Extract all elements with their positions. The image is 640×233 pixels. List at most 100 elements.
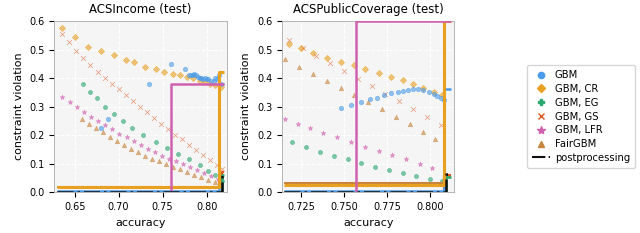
Point <box>168 165 179 169</box>
Point <box>422 116 432 119</box>
Point <box>120 93 131 97</box>
Point <box>408 82 418 86</box>
Point <box>57 32 67 36</box>
Point <box>296 46 306 50</box>
Point <box>372 96 382 100</box>
Point <box>346 140 356 144</box>
Point <box>157 154 167 158</box>
Point <box>392 90 403 94</box>
Point <box>377 108 387 111</box>
Point <box>83 45 93 48</box>
Point <box>140 154 150 158</box>
Point <box>148 116 159 120</box>
Point <box>71 49 81 53</box>
Point <box>79 110 90 114</box>
Point <box>204 178 214 182</box>
Point <box>185 165 195 169</box>
Point <box>356 161 367 165</box>
Point <box>77 118 87 121</box>
Y-axis label: constraint violation: constraint violation <box>13 53 24 160</box>
Point <box>186 73 196 77</box>
Point <box>379 93 389 97</box>
Point <box>57 95 67 99</box>
Point <box>311 54 321 58</box>
Point <box>198 153 208 157</box>
Point <box>198 78 208 81</box>
X-axis label: accuracy: accuracy <box>343 217 394 227</box>
Point <box>64 41 74 44</box>
Point <box>367 84 377 88</box>
Point <box>175 73 186 77</box>
Point <box>211 76 221 80</box>
Point <box>308 51 318 55</box>
Point <box>105 135 115 138</box>
Point <box>292 122 303 126</box>
Point <box>143 147 153 151</box>
Point <box>109 53 119 57</box>
Point <box>189 173 200 176</box>
X-axis label: accuracy: accuracy <box>115 217 166 227</box>
Point <box>204 78 214 81</box>
Point <box>200 76 210 80</box>
Point <box>429 92 439 96</box>
Point <box>287 140 298 144</box>
Point <box>168 72 179 76</box>
Point <box>373 71 383 75</box>
Point <box>127 99 138 103</box>
Point <box>173 152 184 156</box>
Point <box>356 100 367 104</box>
Point <box>408 88 418 91</box>
Point <box>138 133 148 137</box>
Point <box>435 96 445 100</box>
Point <box>218 168 228 171</box>
Point <box>200 80 210 84</box>
Point <box>191 73 201 77</box>
Point <box>150 140 161 144</box>
Point <box>178 162 188 166</box>
Point <box>390 115 401 118</box>
Point <box>384 168 394 172</box>
Point <box>332 136 342 139</box>
Point <box>419 130 429 134</box>
Point <box>360 67 370 71</box>
Point <box>218 179 228 183</box>
Point <box>202 78 212 81</box>
Point <box>191 148 201 152</box>
Point <box>164 157 174 160</box>
Point <box>404 122 415 126</box>
Point <box>305 126 315 130</box>
Point <box>177 137 187 141</box>
Point <box>284 38 294 41</box>
Point <box>118 119 128 123</box>
Point <box>122 136 132 139</box>
Point <box>429 90 439 94</box>
Point <box>163 128 173 131</box>
Point <box>430 137 440 141</box>
Point <box>206 79 216 83</box>
Point <box>166 62 177 66</box>
Point <box>397 89 408 93</box>
Point <box>328 154 339 158</box>
Point <box>129 140 139 143</box>
Point <box>211 180 221 184</box>
Point <box>147 157 157 160</box>
Point <box>425 177 435 181</box>
Point <box>154 160 164 163</box>
Point <box>419 86 429 90</box>
Point <box>184 143 194 147</box>
Point <box>213 177 223 180</box>
Point <box>108 128 118 131</box>
Point <box>182 75 193 79</box>
Point <box>346 103 356 107</box>
Point <box>144 82 154 86</box>
Point <box>209 79 219 83</box>
Point <box>335 86 346 90</box>
Point <box>193 75 203 79</box>
Point <box>175 168 186 171</box>
Point <box>134 105 145 109</box>
Point <box>280 57 291 61</box>
Point <box>85 63 95 67</box>
Point <box>437 179 447 183</box>
Point <box>401 158 412 161</box>
Point <box>91 126 101 130</box>
